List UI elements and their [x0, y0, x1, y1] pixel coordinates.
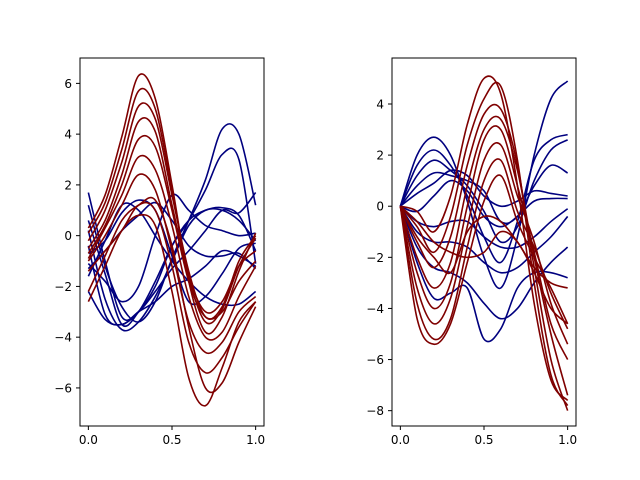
right-chart-x-tick-label: 1.0 — [558, 433, 577, 447]
left-chart-series-line-11 — [87, 73, 257, 335]
right-chart-series-line-1 — [399, 80, 569, 290]
left-chart-series-line-12 — [87, 87, 257, 325]
right-chart-series-line-11 — [400, 75, 569, 402]
right-chart-series-line-3 — [399, 139, 569, 244]
right-chart-series-line-5 — [399, 169, 568, 208]
left-chart-panel: 0.0 0.5 1.0 −6 −4 −2 0 2 4 6 — [54, 57, 265, 447]
right-chart-y-tick-label: −2 — [366, 251, 384, 265]
right-chart-x-tick-label: 0.0 — [391, 433, 410, 447]
right-chart-y-tick-label: −8 — [366, 404, 384, 418]
left-chart-x-tick-label: 0.0 — [79, 433, 98, 447]
right-chart-series-line-12 — [399, 81, 569, 406]
left-chart-series-group — [87, 73, 257, 407]
right-chart-y-tick-label: −4 — [366, 302, 384, 316]
left-chart-y-tick-label: −6 — [54, 381, 72, 395]
left-chart-series-line-15 — [87, 134, 257, 320]
right-chart-y-tick-label: −6 — [366, 353, 384, 367]
right-chart-x-tick-label: 0.5 — [474, 433, 493, 447]
right-chart-series-line-20 — [399, 205, 569, 325]
left-chart-y-tick-label: 2 — [64, 178, 72, 192]
left-chart-series-line-18 — [87, 201, 257, 374]
right-chart-series-line-4 — [399, 164, 569, 225]
left-chart-x-tick-label: 1.0 — [246, 433, 265, 447]
left-chart-series-line-17 — [87, 173, 257, 355]
right-chart-y-tick-label: 4 — [376, 98, 384, 112]
right-chart-series-line-19 — [399, 205, 568, 289]
left-chart-y-tick-label: 6 — [64, 77, 72, 91]
right-chart-y-tick-label: 0 — [376, 200, 384, 214]
left-chart-y-tick-label: 0 — [64, 229, 72, 243]
right-chart-series-line-14 — [399, 115, 569, 396]
right-chart-series-line-7 — [399, 205, 569, 250]
right-chart-series-line-8 — [399, 205, 569, 274]
left-chart-series-line-13 — [87, 102, 257, 320]
right-chart-series-line-18 — [399, 174, 569, 346]
left-chart-y-tick-label: 4 — [64, 128, 72, 142]
left-chart-series-line-14 — [87, 117, 257, 314]
right-chart-panel: 0.0 0.5 1.0 −8 −6 −4 −2 0 2 4 — [366, 57, 577, 447]
left-chart-y-tick-label: −2 — [54, 280, 72, 294]
left-chart-series-line-19 — [87, 196, 257, 394]
right-chart-series-group — [399, 75, 569, 411]
right-chart-series-line-17 — [399, 158, 569, 341]
left-chart-y-tick-label: −4 — [54, 331, 72, 345]
left-chart-x-tick-label: 0.5 — [162, 433, 181, 447]
left-chart-series-line-6 — [87, 199, 256, 306]
left-chart-series-line-16 — [87, 154, 257, 341]
right-chart-series-line-13 — [399, 103, 569, 411]
left-chart-series-line-20 — [87, 213, 257, 407]
right-chart-y-tick-label: 2 — [376, 149, 384, 163]
